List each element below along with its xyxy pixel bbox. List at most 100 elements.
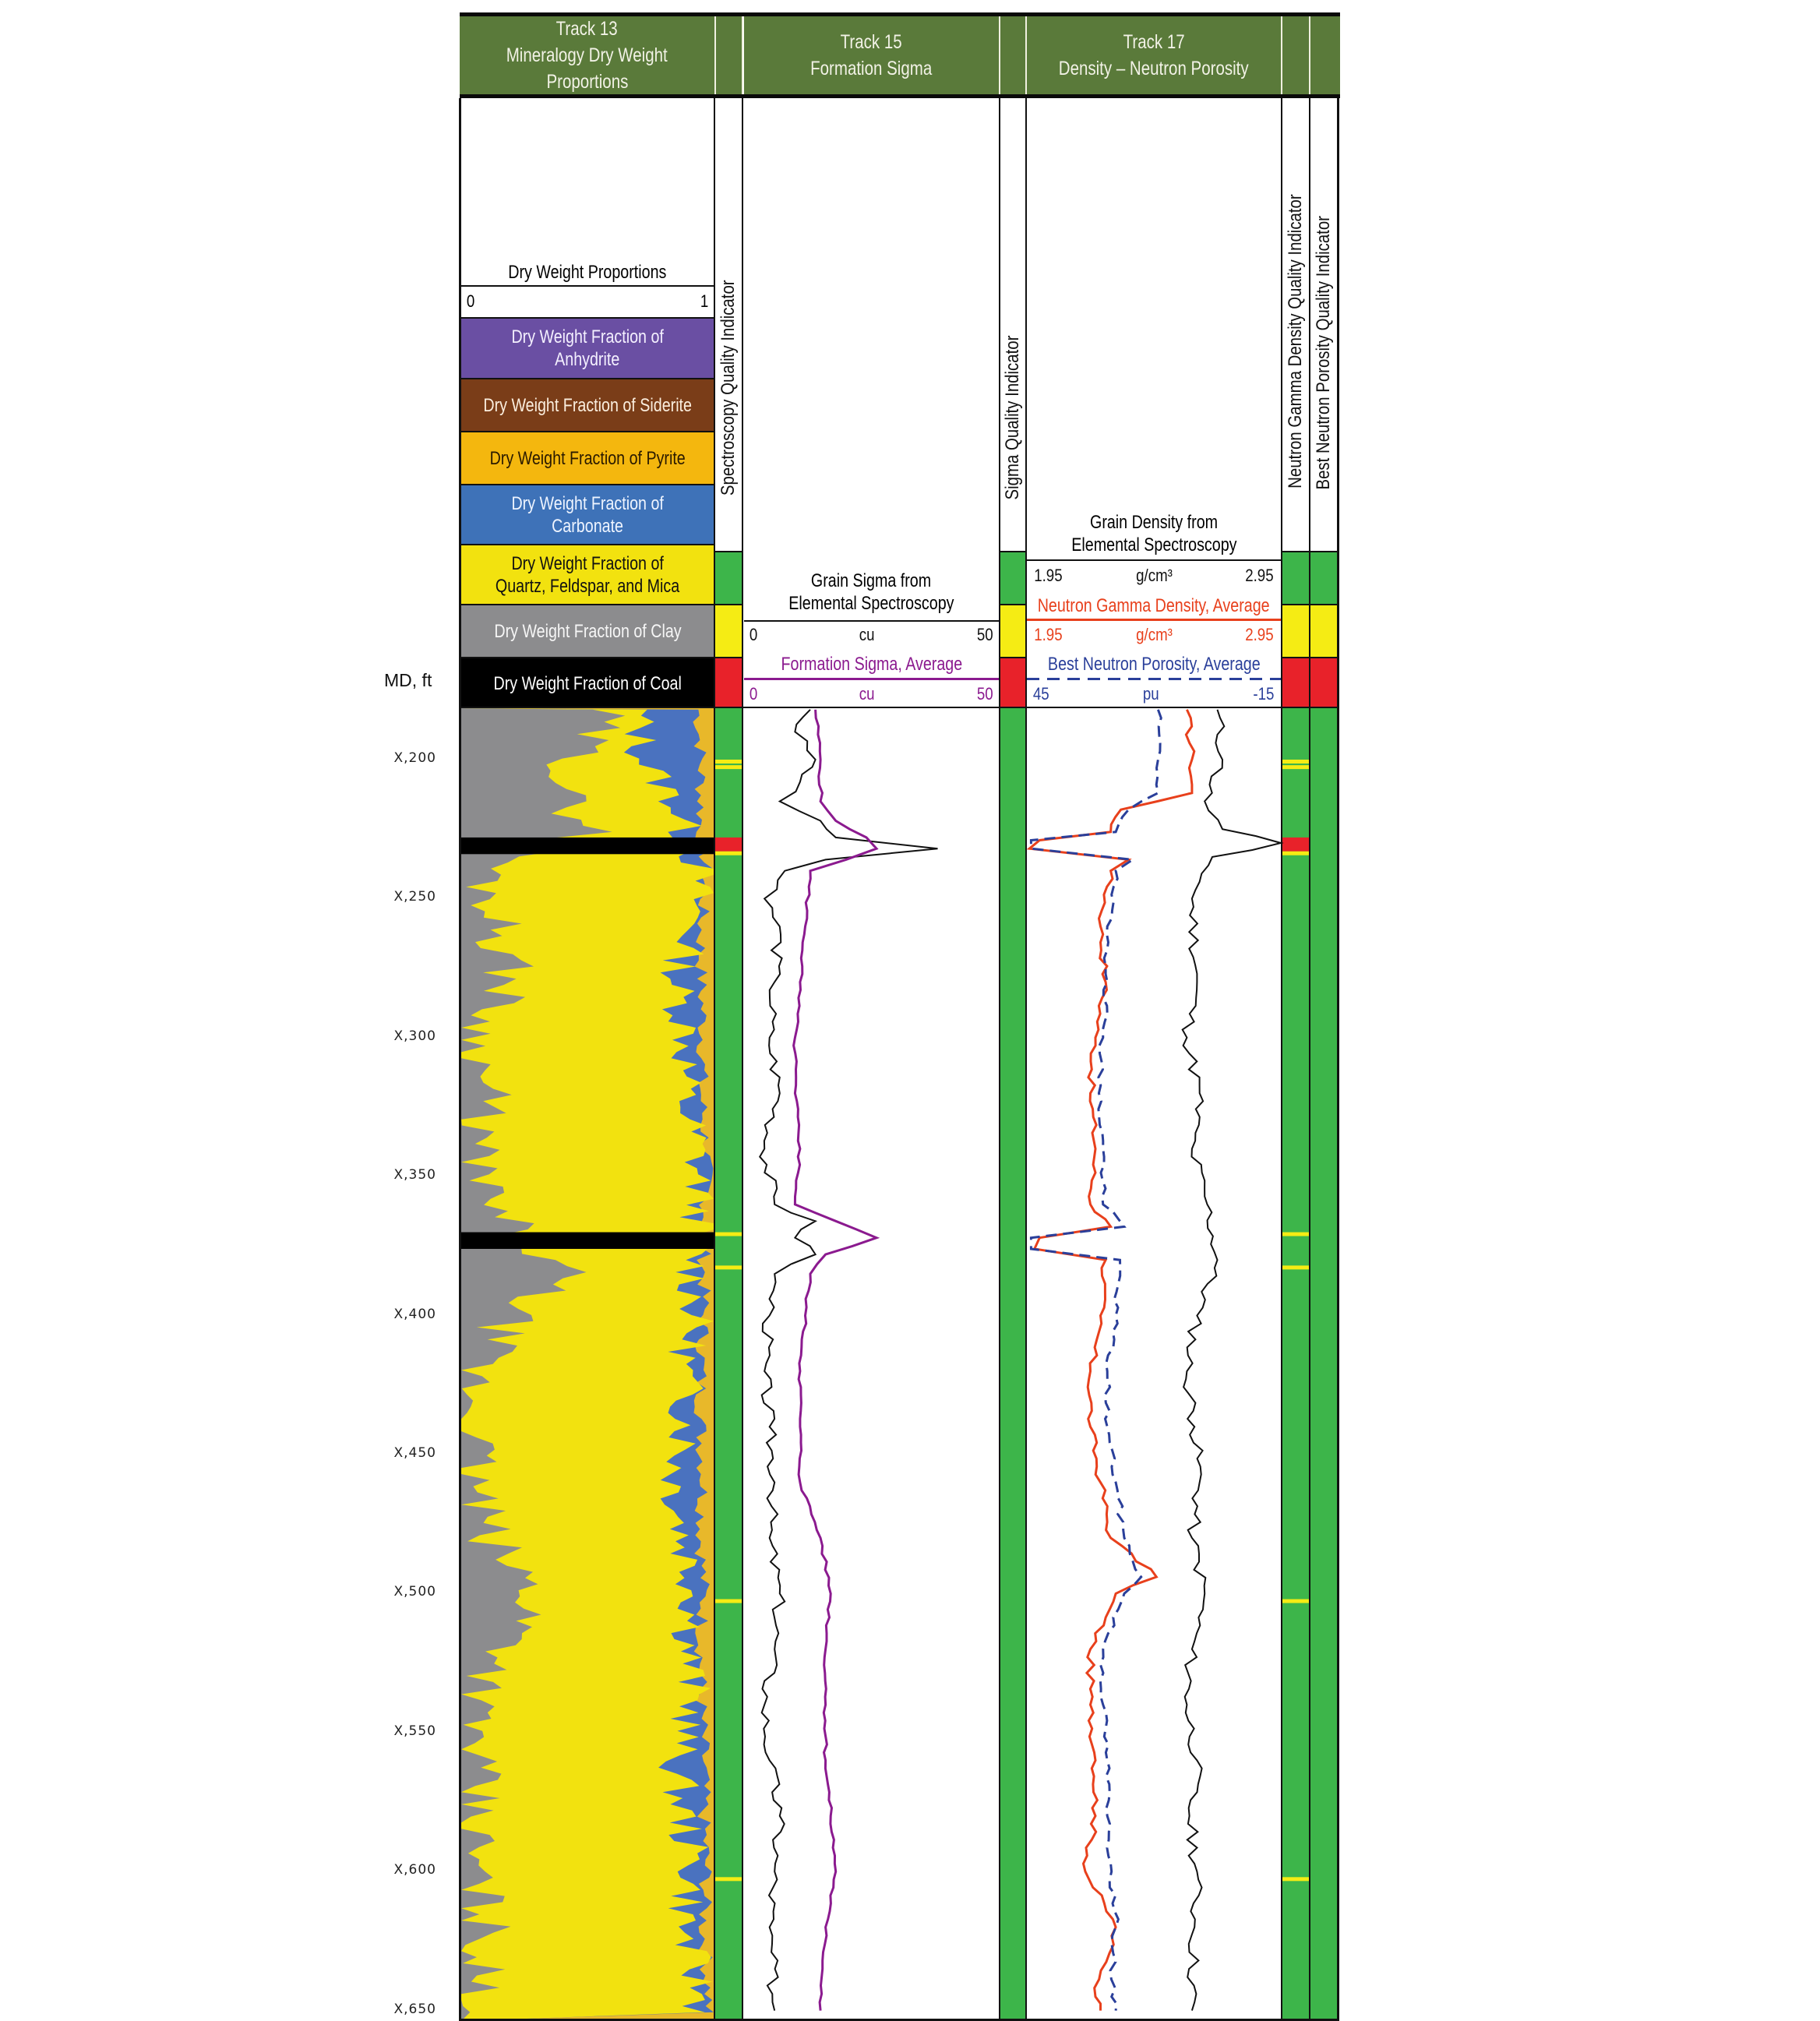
formation-sigma-average-curve bbox=[792, 709, 880, 2011]
track15-curve1-unit: cu bbox=[859, 625, 875, 644]
ngd-qi-header bbox=[1282, 16, 1309, 94]
track17-curve1-title: Grain Density from Elemental Spectroscop… bbox=[1027, 508, 1281, 559]
track15-curve2-scale: 0 cu 50 bbox=[744, 680, 999, 707]
track15-curve1-min: 0 bbox=[749, 625, 758, 644]
bnp-qi-column bbox=[1310, 708, 1337, 2021]
depth-tick-label: X,650 bbox=[393, 2001, 436, 2017]
track13-legend-item: Dry Weight Fraction of Carbonate bbox=[461, 484, 714, 544]
track15-curve2-unit: cu bbox=[859, 683, 875, 704]
track13-header: Track 13 Mineralogy Dry Weight Proportio… bbox=[460, 16, 714, 94]
track17-header: Track 17 Density – Neutron Porosity bbox=[1027, 16, 1281, 94]
track15-curve2-line-sample bbox=[744, 678, 999, 680]
coal-band bbox=[461, 1232, 714, 1249]
grain-density-from-elemental-spectroscopy-curve bbox=[1181, 709, 1284, 2011]
qi-flag-red bbox=[1282, 837, 1309, 852]
bnp-qi-legend-green bbox=[1310, 551, 1337, 604]
track17-curve3-unit: pu bbox=[1142, 683, 1159, 704]
track13-header-line3: Proportions bbox=[546, 71, 628, 93]
track17-curve1-title-l2: Elemental Spectroscopy bbox=[1070, 534, 1237, 556]
depth-tick-label: X,550 bbox=[393, 1723, 436, 1739]
ngd-qi-column bbox=[1282, 708, 1309, 2021]
header-top-border bbox=[460, 12, 1340, 16]
depth-tick-label: X,300 bbox=[393, 1028, 436, 1044]
depth-tick-label: X,600 bbox=[393, 1862, 436, 1878]
depth-tick-label: X,350 bbox=[393, 1167, 436, 1183]
legend-label-line1: Dry Weight Fraction of bbox=[511, 326, 664, 347]
track17-curve3-scale: 45 pu -15 bbox=[1027, 680, 1281, 707]
spectroscopy-qi-column bbox=[715, 708, 742, 2021]
track13-scale-max: 1 bbox=[700, 291, 709, 311]
track13-title-text: Dry Weight Proportions bbox=[508, 261, 667, 283]
track13-legend-item: Dry Weight Fraction of Anhydrite bbox=[461, 317, 714, 378]
spectroscopy-qi-legend-yellow bbox=[715, 604, 742, 657]
track15-curve2-title: Formation Sigma, Average bbox=[744, 651, 999, 676]
bnp-qi-legend-yellow bbox=[1310, 604, 1337, 657]
track17-header-line1: Track 17 bbox=[1123, 31, 1185, 53]
track17-curve2-max: 2.95 bbox=[1245, 625, 1274, 644]
track17-curve2-line-sample bbox=[1027, 619, 1281, 621]
header-bottom-border bbox=[460, 94, 1340, 98]
track17-curve2-min: 1.95 bbox=[1034, 625, 1063, 644]
track17-curve3-max: -15 bbox=[1253, 683, 1275, 704]
header-divider bbox=[999, 16, 1000, 94]
depth-axis-label: MD, ft bbox=[384, 670, 432, 691]
ngd-qi-legend-red bbox=[1282, 657, 1309, 708]
header-divider bbox=[1309, 16, 1310, 94]
bnp-qi-header bbox=[1310, 16, 1340, 94]
spectroscopy-qi-legend-green bbox=[715, 551, 742, 604]
column-border bbox=[999, 98, 1000, 2021]
qi-flag-yellow bbox=[715, 851, 742, 855]
qi-flag-red bbox=[715, 837, 742, 852]
neutron-gamma-density-average-curve bbox=[1026, 709, 1196, 2011]
track17-curve1-unit: g/cm³ bbox=[1135, 566, 1173, 585]
sigma-qi-column bbox=[1000, 708, 1025, 2021]
depth-tick-label: X,250 bbox=[393, 889, 436, 905]
qi-flag-yellow bbox=[715, 1877, 742, 1882]
track15-curve2-min: 0 bbox=[749, 683, 758, 704]
qi-flag-yellow bbox=[1282, 851, 1309, 855]
track17-curve1-max: 2.95 bbox=[1245, 566, 1274, 585]
track15-curve2-max: 50 bbox=[976, 683, 993, 704]
depth-tick-label: X,500 bbox=[393, 1584, 436, 1600]
track17-curve2-unit: g/cm³ bbox=[1135, 625, 1173, 644]
legend-label-line1: Dry Weight Fraction of Coal bbox=[493, 672, 682, 694]
spectroscopy-qi-legend-red bbox=[715, 657, 742, 708]
track15-header-line1: Track 15 bbox=[840, 31, 902, 53]
track13-title: Dry Weight Proportions bbox=[461, 257, 714, 287]
track17-curve2-title-text: Neutron Gamma Density, Average bbox=[1038, 594, 1270, 616]
depth-tick-label: X,450 bbox=[393, 1445, 436, 1461]
track15-curve1-max: 50 bbox=[976, 625, 993, 644]
sigma-qi-legend-yellow bbox=[1000, 604, 1025, 657]
legend-label-line1: Dry Weight Fraction of Clay bbox=[493, 620, 682, 642]
legend-label-line1: Dry Weight Fraction of Siderite bbox=[483, 394, 692, 416]
track13-legend-item: Dry Weight Fraction of Clay bbox=[461, 604, 714, 657]
track13-header-line1: Track 13 bbox=[556, 18, 618, 40]
data-top-border bbox=[460, 707, 1339, 708]
sigma-qi-legend-red bbox=[1000, 657, 1025, 708]
header-divider bbox=[1281, 16, 1282, 94]
track17-curve1-scale: 1.95 g/cm³ 2.95 bbox=[1027, 559, 1281, 591]
legend-label-line1: Dry Weight Fraction of Pyrite bbox=[489, 447, 686, 469]
qi-flag-yellow bbox=[715, 1265, 742, 1270]
legend-label-line1: Dry Weight Fraction of bbox=[511, 492, 664, 514]
track17-curve1-min: 1.95 bbox=[1034, 566, 1063, 585]
depth-axis-label-text: MD, ft bbox=[384, 670, 432, 690]
plot-bottom-border bbox=[460, 2019, 1339, 2021]
track17-curve3-min: 45 bbox=[1032, 683, 1049, 704]
depth-tick-label: X,400 bbox=[393, 1306, 436, 1322]
track15-curve2-title-text: Formation Sigma, Average bbox=[781, 653, 962, 675]
track13-header-line2: Mineralogy Dry Weight bbox=[506, 44, 668, 66]
qi-flag-yellow bbox=[1282, 1232, 1309, 1236]
column-border bbox=[742, 98, 743, 2021]
track13-scale: 0 1 bbox=[461, 285, 714, 316]
legend-label-line2: Carbonate bbox=[552, 515, 623, 537]
ngd-qi-legend-yellow bbox=[1282, 604, 1309, 657]
qi-flag-yellow bbox=[1282, 765, 1309, 770]
depth-tick-label: X,200 bbox=[393, 750, 436, 766]
qi-flag-yellow bbox=[1282, 1877, 1309, 1882]
track17-curve1-title-l1: Grain Density from bbox=[1089, 512, 1219, 533]
coal-band bbox=[461, 837, 714, 855]
bnp-qi-legend-red bbox=[1310, 657, 1337, 708]
column-border bbox=[714, 98, 715, 2021]
